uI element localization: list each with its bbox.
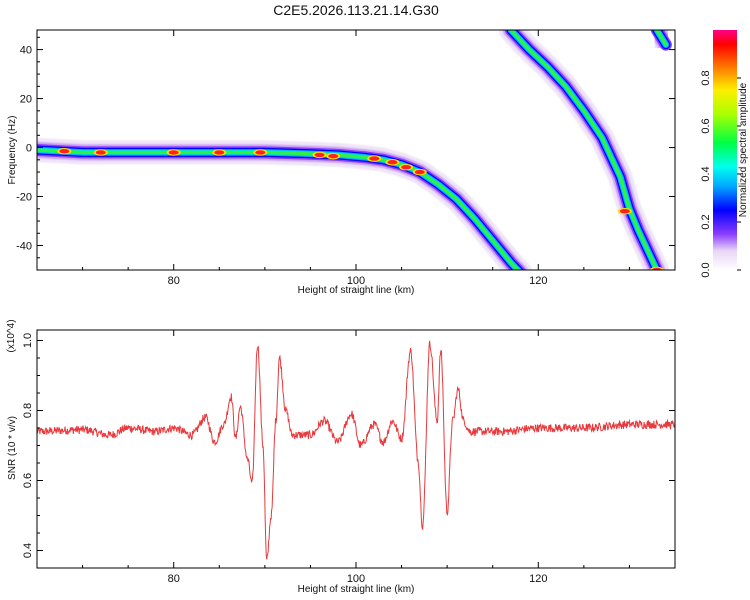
snr-y-label: SNR (10 * v/v)	[7, 416, 18, 480]
snr-y-tick-label: 0.6	[22, 473, 34, 488]
colorbar-ticks: 0.0 0.2 0.4 0.6 0.8	[700, 70, 741, 278]
snr-x-label: Height of straight line (km)	[298, 584, 415, 595]
spectrogram-y-tick-label: 0	[26, 143, 32, 155]
snr-panel: 80 100 120 0.4 0.6 0.8 1.0 Height of straight …	[6, 319, 676, 595]
spectrogram-plot-area	[37, 30, 675, 270]
snr-ticks: 80 100 120 0.4 0.6 0.8 1.0	[22, 330, 676, 585]
spectrogram-y-tick-label: -20	[16, 192, 32, 204]
spectrogram-y-tick-label: 40	[20, 45, 32, 57]
ridge-second-peak	[651, 267, 662, 270]
spectrogram-x-tick-label: 100	[347, 275, 365, 287]
ridge-second-band-6	[509, 30, 659, 270]
snr-multiplier: (x10^4)	[6, 319, 17, 352]
ridge-main-peak	[328, 153, 339, 159]
colorbar-tick-label: 0.6	[700, 118, 712, 133]
ridge-main-peak	[387, 160, 398, 165]
colorbar-label: Normalized spectral amplitude	[738, 82, 749, 217]
ridge-main-peak	[369, 156, 380, 161]
ridge-main-peak	[95, 150, 106, 155]
snr-y-tick-label: 0.4	[22, 543, 34, 558]
ridge-main-band-0	[37, 138, 532, 270]
ridge-main-band-6	[37, 148, 520, 270]
spectrogram-y-label: Frequency (Hz)	[7, 116, 18, 185]
ridge-third-band-6	[655, 30, 668, 47]
colorbar-tick-label: 0.8	[700, 70, 712, 85]
spectrogram-x-label: Height of straight line (km)	[298, 285, 415, 296]
snr-x-tick-label: 80	[168, 573, 180, 585]
ridge-main-peak	[314, 152, 325, 158]
snr-x-tick-label: 120	[529, 573, 547, 585]
ridge-main-band-5	[37, 147, 521, 270]
ridge-main-band-4	[37, 146, 523, 270]
colorbar-tick-label: 0.4	[700, 166, 712, 181]
spectrogram-y-tick-label: -40	[16, 241, 32, 253]
spectrogram-panel: 80 100 120 40 20 0 -20 -40 Height of straight l…	[7, 29, 676, 296]
ridge-main-band-2	[37, 144, 526, 270]
snr-y-tick-label: 1.0	[22, 333, 34, 348]
colorbar-tick-label: 0.0	[700, 262, 712, 277]
snr-y-tick-label: 0.8	[22, 403, 34, 418]
snr-x-tick-label: 100	[347, 573, 365, 585]
colorbar-tick-label: 0.2	[700, 214, 712, 229]
spectrogram-ticks: 80 100 120 40 20 0 -20 -40	[16, 30, 676, 287]
ridge-main-band-3	[37, 145, 524, 270]
ridge-second-peak	[619, 209, 630, 214]
colorbar-gradient	[713, 30, 737, 270]
spectrogram-y-tick-label: 20	[20, 94, 32, 106]
ridge-main-peak	[59, 149, 70, 154]
snr-frame	[36, 329, 676, 569]
figure-title: C2E5.2026.113.21.14.G30	[273, 2, 439, 18]
ridge-main-peak	[414, 169, 425, 175]
snr-series-line	[37, 340, 675, 560]
spectrogram-x-tick-label: 120	[529, 275, 547, 287]
spectrogram-x-tick-label: 80	[168, 275, 180, 287]
ridge-main-peak	[168, 150, 179, 155]
ridge-main-peak	[401, 164, 412, 170]
colorbar: 0.0 0.2 0.4 0.6 0.8 Normalized spectral ampl…	[700, 30, 749, 278]
ridge-main-peak	[255, 150, 266, 155]
ridge-main-band-1	[37, 142, 528, 270]
ridge-main-peak	[214, 150, 225, 155]
